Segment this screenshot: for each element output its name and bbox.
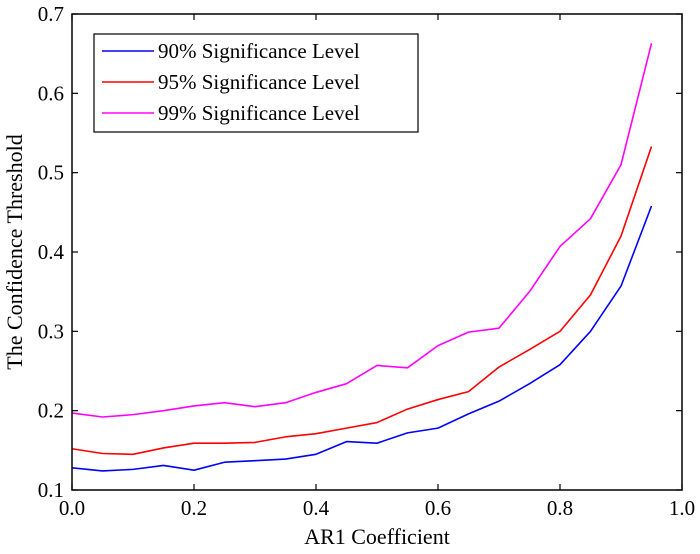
series-lines [71,43,653,472]
x-tick-label: 0.0 [59,496,85,520]
legend-label-2: 95% Significance Level [158,70,360,94]
legend-label-1: 90% Significance Level [158,39,360,63]
y-tick-label: 0.5 [38,161,64,185]
plot-area-frame [71,13,683,491]
legend-items: 90% Significance Level 95% Significance L… [102,39,360,125]
x-tick-label: 0.2 [181,496,207,520]
x-axis-ticks: 0.0 0.2 0.4 0.6 0.8 1.0 [59,14,695,520]
series-line-2 [71,146,653,456]
x-tick-label: 1.0 [669,496,695,520]
x-tick-label: 0.8 [547,496,573,520]
y-axis-label: The Confidence Threshold [2,134,27,369]
y-tick-label: 0.1 [38,478,64,502]
y-axis-ticks: 0.1 0.2 0.3 0.4 0.5 0.6 0.7 [38,2,682,502]
x-tick-label: 0.6 [425,496,451,520]
x-tick-label: 0.4 [303,496,330,520]
y-tick-label: 0.3 [38,319,64,343]
legend-label-3: 99% Significance Level [158,101,360,125]
y-tick-label: 0.4 [38,240,65,264]
legend: 90% Significance Level 95% Significance L… [93,33,419,133]
series-line-1 [71,205,653,472]
y-tick-label: 0.6 [38,81,64,105]
y-tick-label: 0.2 [38,399,64,423]
y-tick-label: 0.7 [38,2,64,26]
x-axis-label: AR1 Coefficient [304,524,450,549]
series-line-3 [71,43,653,418]
